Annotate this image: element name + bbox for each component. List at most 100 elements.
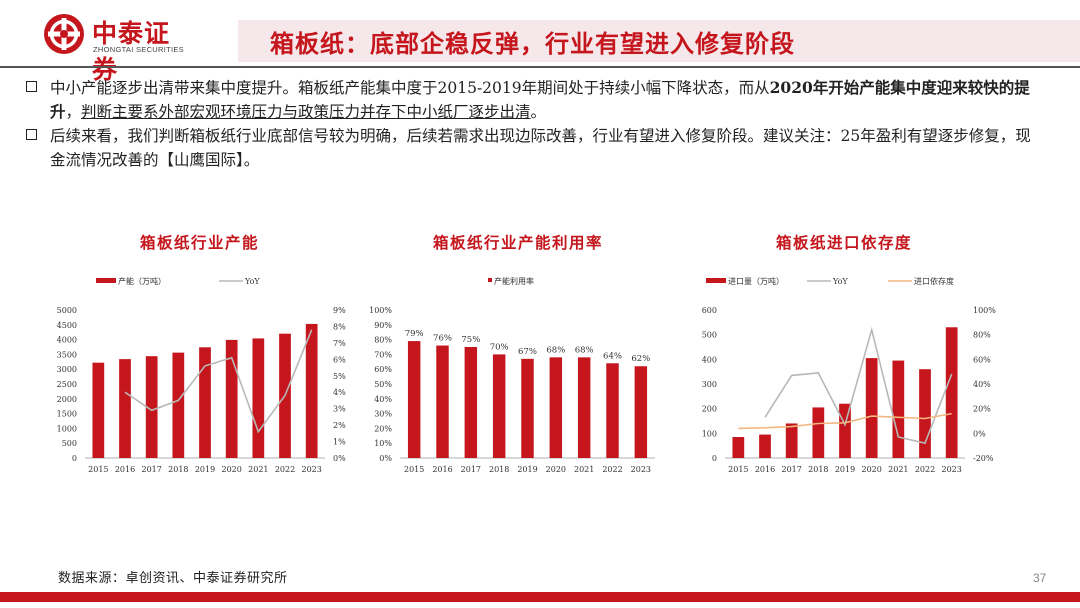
bar-0-6	[252, 338, 265, 458]
x-tick-1-1: 2016	[432, 465, 452, 474]
legend-swatch-0-0	[96, 278, 116, 283]
bar-2-8	[945, 327, 958, 458]
bar-1-0	[407, 341, 421, 458]
y-tick-left-0-7: 3500	[57, 350, 77, 359]
legend-label-0-1: YoY	[244, 277, 260, 286]
y-tick-right-0-0: 0%	[333, 454, 346, 463]
legend-label-1-0: 产能利用率	[494, 276, 534, 286]
bar-2-3	[812, 407, 825, 458]
y-tick-right-2-2: 20%	[973, 405, 991, 414]
chart-1-title: 箱板纸行业产能	[140, 233, 260, 252]
x-tick-1-5: 2020	[546, 465, 566, 474]
bar-2-2	[785, 423, 798, 458]
y-tick-right-0-6: 6%	[333, 355, 346, 364]
bar-0-5	[225, 339, 238, 458]
y-tick-left-0-9: 4500	[57, 321, 77, 330]
title-bar	[238, 20, 1080, 62]
legend-label-2-0: 进口量（万吨）	[728, 276, 784, 286]
legend-swatch-1-0	[488, 278, 492, 282]
bar-1-2	[464, 347, 478, 458]
y-tick-left-1-1: 10%	[374, 439, 392, 448]
x-tick-1-7: 2022	[602, 465, 622, 474]
y-tick-right-0-7: 7%	[333, 339, 346, 348]
y-tick-left-2-1: 100	[702, 429, 717, 438]
bullet-1-text-b: ，	[65, 103, 82, 121]
bar-1-5	[549, 357, 563, 458]
x-tick-2-1: 2016	[755, 465, 775, 474]
y-tick-left-1-5: 50%	[374, 380, 392, 389]
bar-0-3	[172, 352, 185, 458]
y-tick-left-0-0: 0	[72, 454, 77, 463]
legend-label-0-0: 产能（万吨）	[118, 276, 166, 286]
logo-english-name: ZHONGTAI SECURITIES	[93, 45, 184, 54]
x-tick-1-2: 2017	[461, 465, 481, 474]
square-bullet-icon	[26, 129, 37, 140]
y-tick-left-2-3: 300	[702, 380, 717, 389]
x-tick-0-1: 2016	[115, 465, 135, 474]
bar-1-4	[521, 358, 534, 458]
data-label-1-4: 67%	[518, 347, 537, 357]
y-tick-left-0-6: 3000	[57, 365, 77, 374]
bar-0-2	[145, 356, 158, 458]
x-tick-2-0: 2015	[728, 465, 748, 474]
y-tick-left-0-8: 4000	[57, 336, 77, 345]
y-tick-left-0-3: 1500	[57, 410, 77, 419]
page-number: 37	[1033, 571, 1047, 585]
legend-swatch-2-0	[706, 278, 726, 283]
data-source-note: 数据来源：卓创资讯、中泰证券研究所	[58, 571, 288, 586]
series-line-2-1	[764, 326, 953, 445]
x-tick-0-6: 2021	[248, 465, 268, 474]
y-tick-right-2-0: -20%	[973, 454, 994, 463]
y-tick-left-0-10: 5000	[57, 306, 77, 315]
data-label-1-3: 70%	[490, 342, 509, 352]
y-tick-left-1-6: 60%	[374, 365, 392, 374]
x-tick-0-7: 2022	[275, 465, 295, 474]
x-tick-2-5: 2020	[861, 465, 881, 474]
bar-1-7	[606, 363, 619, 458]
chart-2-title: 箱板纸行业产能利用率	[433, 233, 604, 252]
y-tick-left-0-5: 2500	[57, 380, 77, 389]
bullet-1-bold: 2020年开始产能集中度迎来较快的提升	[50, 78, 1030, 121]
y-tick-left-1-8: 80%	[374, 336, 392, 345]
y-tick-right-2-3: 40%	[973, 380, 991, 389]
data-label-1-5: 68%	[546, 345, 565, 355]
legend-label-2-1: YoY	[832, 277, 848, 286]
bar-2-1	[759, 434, 771, 458]
data-label-1-6: 68%	[575, 345, 594, 355]
series-line-2-2	[738, 412, 952, 430]
bullet-list: 中小产能逐步出清带来集中度提升。箱板纸产能集中度于2015-2019年期间处于持…	[22, 76, 1032, 172]
bar-0-8	[305, 323, 318, 458]
utilization-chart: 产能利用率 0% 10% 20% 30% 40% 50% 60% 70% 80% 90% 100% 20…	[369, 276, 655, 474]
import-dependence-chart: 进口量（万吨） YoY 进口依存度 0 100 200 300 400 500 600 -20% 0%…	[702, 276, 997, 474]
company-logo: 中泰证券 ZHONGTAI SECURITIES	[42, 12, 192, 84]
y-tick-right-2-5: 80%	[973, 331, 991, 340]
bar-2-5	[865, 358, 878, 458]
legend-label-2-2: 进口依存度	[914, 276, 954, 286]
bar-1-8	[634, 366, 648, 458]
square-bullet-icon	[26, 81, 37, 92]
y-tick-right-2-1: 0%	[973, 429, 986, 438]
x-tick-0-8: 2023	[301, 465, 321, 474]
y-tick-right-0-9: 9%	[333, 306, 346, 315]
x-tick-0-5: 2020	[221, 465, 241, 474]
y-tick-right-0-5: 5%	[333, 372, 346, 381]
x-tick-2-8: 2023	[941, 465, 961, 474]
bullet-2-text: 后续来看，我们判断箱板纸行业底部信号较为明确，后续若需求出现边际改善，行业有望进…	[50, 127, 1031, 169]
y-tick-right-0-4: 4%	[333, 388, 346, 397]
bar-2-4	[839, 403, 851, 458]
x-tick-1-0: 2015	[404, 465, 424, 474]
x-tick-2-2: 2017	[781, 465, 801, 474]
y-tick-left-2-5: 500	[702, 331, 717, 340]
x-tick-2-6: 2021	[888, 465, 908, 474]
logo-chinese-name: 中泰证券	[92, 19, 171, 84]
y-tick-left-1-9: 90%	[374, 321, 392, 330]
header-divider	[0, 66, 1080, 68]
data-label-1-1: 76%	[433, 334, 452, 344]
y-tick-right-2-6: 100%	[973, 306, 996, 315]
chart-3-title: 箱板纸进口依存度	[776, 233, 913, 252]
y-tick-right-0-2: 2%	[333, 421, 346, 430]
y-tick-left-1-0: 0%	[379, 454, 392, 463]
y-tick-left-1-4: 40%	[374, 395, 392, 404]
bar-1-6	[577, 357, 591, 458]
bullet-item-1: 中小产能逐步出清带来集中度提升。箱板纸产能集中度于2015-2019年期间处于持…	[22, 76, 1032, 124]
